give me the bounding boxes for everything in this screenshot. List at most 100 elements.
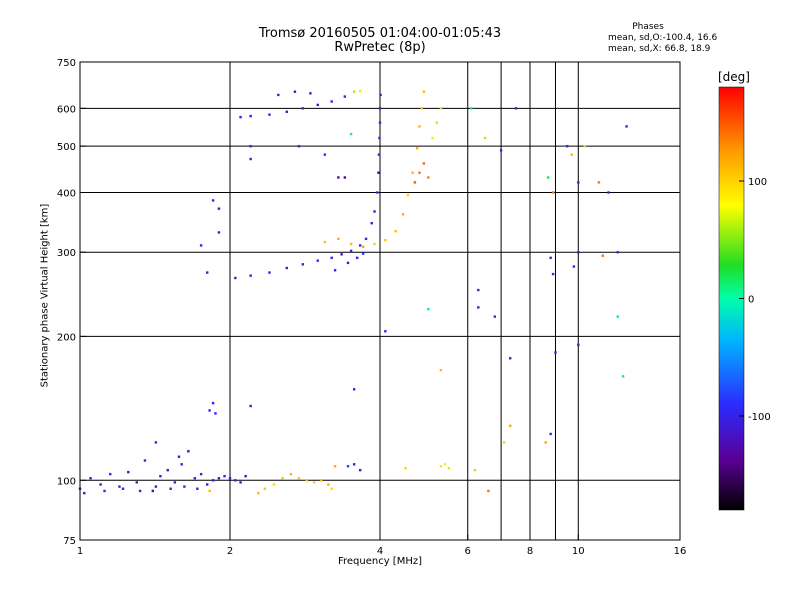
data-point [272, 483, 276, 486]
data-point [249, 157, 252, 161]
data-point [470, 107, 473, 110]
data-point [577, 251, 580, 254]
data-point [378, 107, 382, 110]
data-point [228, 477, 232, 480]
data-point [217, 231, 221, 234]
data-point [83, 491, 86, 495]
stats-heading: Phases [632, 22, 664, 32]
data-point [297, 477, 301, 480]
data-point [577, 181, 580, 184]
data-point [549, 432, 552, 436]
data-point [330, 256, 333, 260]
y-tick-label: 600 [57, 104, 76, 115]
data-point [401, 213, 405, 216]
data-point [337, 176, 340, 179]
data-point [418, 125, 421, 128]
data-point [379, 93, 382, 97]
data-point [352, 388, 356, 391]
colorbar-tick-label: 0 [748, 295, 754, 306]
data-point [621, 375, 625, 378]
data-point [349, 242, 353, 246]
data-point [447, 466, 451, 470]
data-point [597, 181, 601, 184]
data-point [205, 483, 209, 486]
data-point [196, 487, 199, 490]
data-point [570, 153, 573, 156]
data-point [301, 263, 305, 266]
data-point [249, 114, 252, 118]
data-point [154, 441, 158, 444]
data-point [370, 222, 373, 225]
data-point [343, 176, 347, 179]
data-point [330, 487, 333, 490]
data-point [565, 144, 569, 148]
data-point [415, 147, 419, 150]
data-point [327, 483, 330, 486]
colorbar-tick-label: -100 [748, 412, 771, 423]
x-tick-label: 10 [572, 546, 585, 557]
data-point [443, 463, 447, 466]
data-point [607, 191, 610, 194]
x-tick-label: 16 [674, 546, 687, 557]
data-point [333, 269, 337, 272]
data-points [78, 89, 628, 495]
data-point [411, 171, 414, 174]
data-point [394, 229, 397, 233]
data-point [577, 343, 580, 347]
chart-title: Tromsø 20160505 01:04:00-01:05:43 [258, 26, 502, 41]
data-point [358, 244, 362, 247]
data-point [193, 477, 197, 480]
data-point [316, 259, 319, 262]
data-point [373, 210, 376, 213]
data-point [154, 485, 158, 488]
data-point [316, 103, 319, 107]
data-point [361, 252, 365, 255]
data-point [305, 479, 308, 482]
data-point [439, 368, 443, 372]
colorbar-tick-label: 100 [748, 177, 767, 188]
data-point [208, 489, 211, 493]
data-point [330, 100, 333, 103]
data-point [373, 242, 376, 246]
data-point [431, 136, 434, 140]
data-point [427, 307, 430, 311]
data-point [187, 450, 190, 453]
data-point [352, 90, 356, 93]
data-point [406, 193, 410, 197]
data-point [418, 171, 421, 174]
data-point [355, 256, 359, 260]
data-point [109, 472, 112, 476]
data-point [549, 256, 552, 260]
data-point [239, 481, 242, 484]
data-point [297, 144, 301, 148]
data-point [127, 470, 130, 474]
data-point [508, 357, 512, 360]
data-point [166, 468, 169, 472]
data-point [180, 463, 183, 466]
data-point [551, 272, 555, 276]
data-point [89, 477, 92, 480]
data-point [281, 477, 284, 480]
data-point [473, 468, 477, 472]
y-tick-label: 500 [57, 142, 76, 153]
data-point [378, 136, 381, 140]
data-point [502, 441, 506, 444]
data-point [422, 90, 426, 93]
data-point [551, 191, 555, 194]
data-point [249, 144, 252, 148]
data-point [499, 149, 503, 152]
data-point [309, 92, 312, 95]
data-point [420, 107, 423, 110]
data-point [239, 115, 242, 119]
data-point [337, 237, 340, 241]
colorbar-unit-label: [deg] [718, 70, 750, 84]
data-point [384, 238, 387, 242]
y-tick-label: 100 [57, 476, 76, 487]
data-point [234, 479, 237, 482]
data-point [199, 472, 203, 476]
data-point [404, 466, 407, 470]
x-tick-label: 8 [527, 546, 533, 557]
data-point [616, 251, 619, 254]
data-point [244, 474, 247, 478]
data-point [135, 481, 138, 484]
